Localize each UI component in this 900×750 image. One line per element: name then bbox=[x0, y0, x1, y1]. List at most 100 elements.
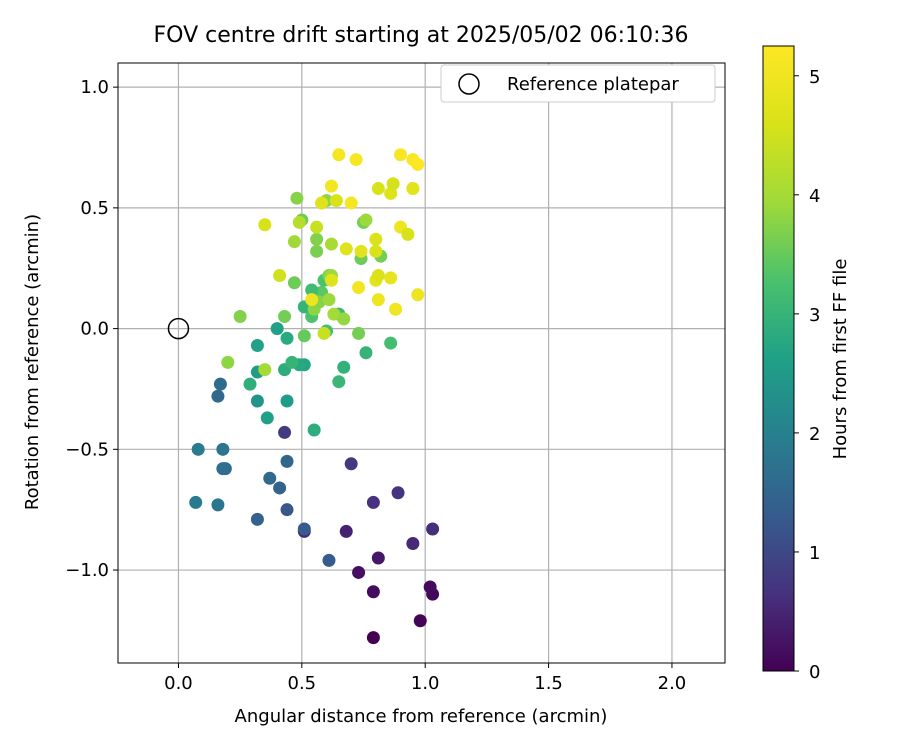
data-point bbox=[250, 512, 264, 526]
data-point bbox=[292, 215, 306, 229]
data-point bbox=[216, 442, 230, 456]
colorbar-label: Hours from first FF file bbox=[830, 259, 851, 460]
data-point bbox=[359, 213, 373, 227]
data-point bbox=[384, 336, 398, 350]
data-point bbox=[349, 153, 363, 167]
data-point bbox=[369, 244, 383, 258]
colorbar-tick-label: 5 bbox=[809, 67, 820, 88]
legend: Reference platepar bbox=[440, 64, 716, 103]
data-point bbox=[280, 331, 294, 345]
data-point bbox=[287, 276, 301, 290]
data-point bbox=[280, 503, 294, 517]
data-point bbox=[344, 457, 358, 471]
data-point bbox=[359, 346, 373, 360]
data-point bbox=[391, 486, 405, 500]
data-point bbox=[413, 614, 427, 628]
legend-entry-reference: Reference platepar bbox=[507, 74, 679, 95]
data-point bbox=[352, 326, 366, 340]
data-point bbox=[233, 310, 247, 324]
data-point bbox=[329, 194, 343, 208]
data-point bbox=[339, 242, 353, 256]
plot-frame bbox=[117, 62, 726, 664]
chart-title: FOV centre drift starting at 2025/05/02 … bbox=[154, 23, 689, 48]
data-point bbox=[411, 157, 425, 171]
data-point bbox=[307, 423, 321, 437]
data-point bbox=[258, 363, 272, 377]
data-point bbox=[297, 329, 311, 343]
data-point bbox=[317, 326, 331, 340]
data-point bbox=[322, 293, 336, 307]
x-axis-label: Angular distance from reference (arcmin) bbox=[235, 706, 608, 727]
data-point bbox=[352, 565, 366, 579]
data-point bbox=[250, 338, 264, 352]
data-point bbox=[366, 585, 380, 599]
data-point bbox=[243, 377, 257, 391]
x-tick-label: 0.5 bbox=[288, 673, 317, 694]
data-point bbox=[273, 481, 287, 495]
legend-box bbox=[440, 64, 716, 103]
data-point bbox=[344, 196, 358, 210]
data-point bbox=[310, 220, 324, 234]
data-point bbox=[371, 551, 385, 565]
data-point bbox=[337, 312, 351, 326]
data-point bbox=[332, 375, 346, 389]
data-point bbox=[189, 495, 203, 509]
colorbar bbox=[762, 45, 795, 672]
data-point bbox=[371, 268, 385, 282]
data-point bbox=[273, 268, 287, 282]
legend-circle-icon bbox=[458, 73, 480, 95]
data-point bbox=[258, 218, 272, 232]
data-point bbox=[278, 425, 292, 439]
x-tick-label: 2.0 bbox=[658, 673, 687, 694]
data-point bbox=[263, 471, 277, 485]
data-point bbox=[339, 524, 353, 538]
y-axis-ticks: −1.0 −0.5 0.0 0.5 1.0 bbox=[65, 77, 118, 581]
data-point bbox=[221, 355, 235, 369]
data-point bbox=[191, 442, 205, 456]
data-point bbox=[386, 177, 400, 191]
data-point bbox=[366, 631, 380, 645]
data-point bbox=[280, 394, 294, 408]
data-point bbox=[324, 273, 338, 287]
data-point bbox=[371, 293, 385, 307]
y-tick-label: −0.5 bbox=[65, 439, 109, 460]
data-point bbox=[310, 232, 324, 246]
y-tick-label: −1.0 bbox=[65, 560, 109, 581]
data-point bbox=[401, 227, 415, 241]
data-point bbox=[426, 522, 440, 536]
data-point bbox=[287, 235, 301, 249]
data-point bbox=[260, 411, 274, 425]
colorbar-tick-label: 1 bbox=[809, 543, 820, 564]
data-point bbox=[324, 237, 338, 251]
x-axis-ticks: 0.0 0.5 1.0 1.5 2.0 bbox=[164, 663, 686, 694]
colorbar-tick-label: 4 bbox=[809, 186, 820, 207]
data-point bbox=[278, 310, 292, 324]
data-point bbox=[354, 244, 368, 258]
data-point bbox=[366, 495, 380, 509]
colorbar-tick-label: 3 bbox=[809, 305, 820, 326]
data-point bbox=[285, 355, 299, 369]
x-tick-label: 0.0 bbox=[164, 673, 193, 694]
data-point bbox=[324, 179, 338, 193]
data-point bbox=[394, 148, 408, 162]
reference-marker bbox=[167, 317, 190, 340]
data-point bbox=[250, 394, 264, 408]
data-point bbox=[305, 283, 319, 297]
colorbar-ticks: 0 1 2 3 4 5 bbox=[794, 67, 820, 683]
data-point bbox=[315, 196, 329, 210]
data-points bbox=[189, 148, 440, 645]
data-point bbox=[270, 322, 284, 336]
data-point bbox=[337, 360, 351, 374]
data-point bbox=[216, 462, 230, 476]
data-point bbox=[423, 580, 437, 594]
y-axis-label: Rotation from reference (arcmin) bbox=[22, 214, 43, 510]
data-point bbox=[280, 454, 294, 468]
data-point bbox=[332, 148, 346, 162]
data-point bbox=[211, 498, 225, 512]
data-point bbox=[384, 271, 398, 285]
data-point bbox=[305, 293, 319, 307]
y-tick-label: 0.5 bbox=[80, 198, 109, 219]
data-point bbox=[406, 182, 420, 196]
